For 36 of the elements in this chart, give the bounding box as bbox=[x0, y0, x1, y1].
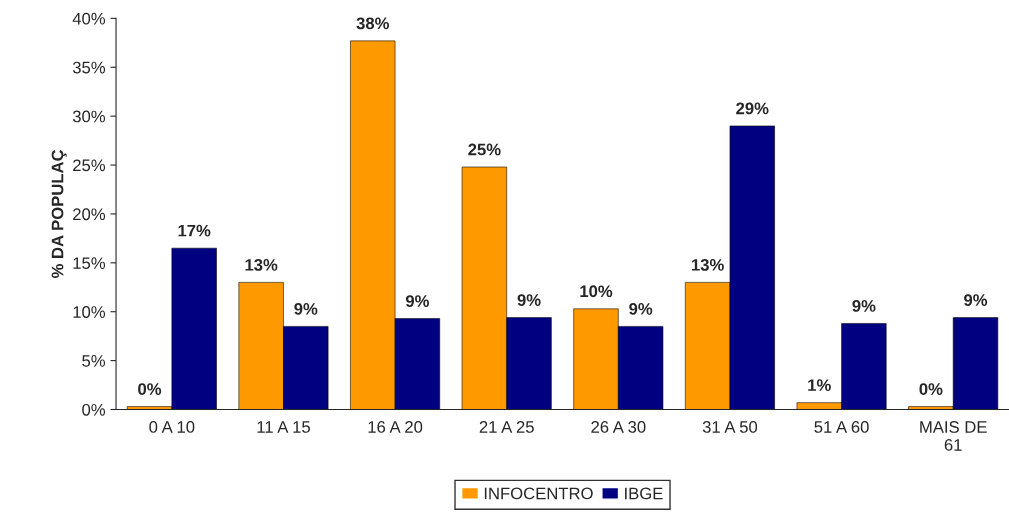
legend-label: IBGE bbox=[625, 487, 663, 500]
data-label: 13% bbox=[245, 258, 278, 271]
legend-label: INFOCENTRO bbox=[484, 487, 593, 500]
y-tick-label: 20% bbox=[73, 208, 106, 221]
y-tick-label: 5% bbox=[82, 355, 106, 367]
data-label: 13% bbox=[692, 258, 724, 271]
data-label: 25% bbox=[468, 143, 501, 156]
data-label: 10% bbox=[580, 285, 613, 298]
y-tick-label: 10% bbox=[73, 306, 106, 318]
x-tick-label: 16 A 20 bbox=[368, 421, 423, 433]
x-tick-label: 26 A 30 bbox=[591, 421, 646, 433]
data-label: 9% bbox=[852, 300, 876, 312]
x-tick-label: 51 A 60 bbox=[814, 421, 869, 433]
data-label: 9% bbox=[517, 294, 541, 306]
data-label: 1% bbox=[808, 379, 831, 391]
x-tick-label: 21 A 25 bbox=[479, 421, 534, 433]
data-label: 9% bbox=[629, 302, 653, 315]
y-tick-label: 40% bbox=[72, 12, 106, 25]
data-label: 9% bbox=[405, 295, 430, 307]
data-label: 0% bbox=[919, 383, 943, 395]
data-label: 0% bbox=[138, 383, 162, 395]
data-label: 9% bbox=[294, 302, 318, 315]
x-tick-label: 31 A 50 bbox=[702, 421, 758, 433]
y-tick-label: 35% bbox=[72, 61, 106, 74]
data-label: 9% bbox=[964, 294, 988, 306]
x-tick-label: MAIS DE 61 bbox=[920, 421, 987, 451]
y-tick-label: 15% bbox=[73, 257, 106, 270]
x-tick-label: 11 A 15 bbox=[257, 421, 310, 433]
data-label: 38% bbox=[356, 17, 389, 30]
y-tick-label: 30% bbox=[72, 110, 106, 123]
y-tick-label: 0% bbox=[82, 403, 106, 416]
data-label: 29% bbox=[736, 102, 769, 115]
y-tick-label: 25% bbox=[73, 159, 106, 172]
y-axis-title: % DA POPULAÇ bbox=[51, 149, 67, 279]
x-tick-label: 0 A 10 bbox=[149, 421, 195, 433]
data-label: 17% bbox=[178, 224, 211, 237]
